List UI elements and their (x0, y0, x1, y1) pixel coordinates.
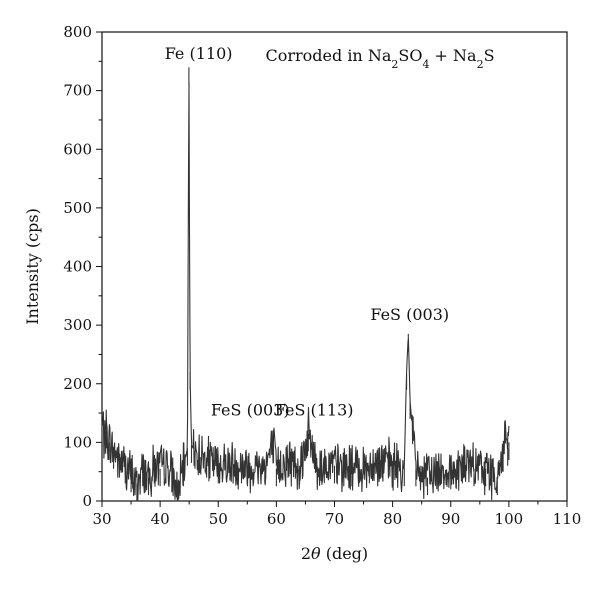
x-tick-label: 80 (383, 510, 402, 528)
peak-annotation: Fe (110) (165, 44, 233, 63)
legend-subscript: 2 (477, 58, 484, 71)
y-tick-label: 400 (63, 258, 92, 276)
x-axis: 30 40 50 60 70 80 90 100 110 (92, 501, 581, 528)
y-tick-label: 600 (63, 140, 92, 158)
x-tick-label: 30 (92, 510, 111, 528)
xrd-series-line (101, 67, 510, 502)
y-axis-label: Intensity (cps) (23, 208, 42, 325)
x-axis-label-symbol: θ (311, 544, 321, 563)
peak-annotation: FeS (113) (275, 401, 354, 420)
peak-annotation: FeS (003) (211, 401, 290, 420)
peak-annotation: FeS (003) (370, 305, 449, 324)
series-layer (101, 67, 510, 502)
y-tick-label: 300 (63, 316, 92, 334)
legend-part: Corroded in Na (265, 46, 391, 65)
x-axis-label-suffix: (deg) (321, 544, 369, 563)
legend-subscript: 2 (391, 58, 398, 71)
legend-part: + Na (429, 46, 477, 65)
legend-subscript: 4 (422, 58, 429, 71)
y-tick-label: 0 (82, 492, 92, 510)
x-tick-label: 70 (325, 510, 344, 528)
annotation-layer: Fe (110)FeS (003)FeS (003)FeS (113) (165, 44, 449, 419)
x-tick-label: 110 (553, 510, 582, 528)
y-axis: 0 100 200 300 400 500 600 700 800 (63, 23, 102, 510)
x-tick-label: 40 (151, 510, 170, 528)
x-axis-label: 2θ (deg) (301, 544, 368, 563)
y-tick-label: 800 (63, 23, 92, 41)
plot-border (101, 31, 568, 502)
x-tick-label: 60 (267, 510, 286, 528)
x-tick-label: 90 (441, 510, 460, 528)
y-tick-label: 500 (63, 199, 92, 217)
x-tick-label: 100 (495, 510, 524, 528)
legend-text: Corroded in Na2SO4 + Na2S (265, 46, 494, 71)
y-tick-label: 200 (63, 375, 92, 393)
x-axis-label-prefix: 2 (301, 544, 311, 563)
y-tick-label: 700 (63, 82, 92, 100)
legend-part: SO (398, 46, 422, 65)
x-tick-label: 50 (209, 510, 228, 528)
legend-part: S (484, 46, 495, 65)
plot-frame (101, 31, 568, 502)
y-tick-label: 100 (63, 433, 92, 451)
